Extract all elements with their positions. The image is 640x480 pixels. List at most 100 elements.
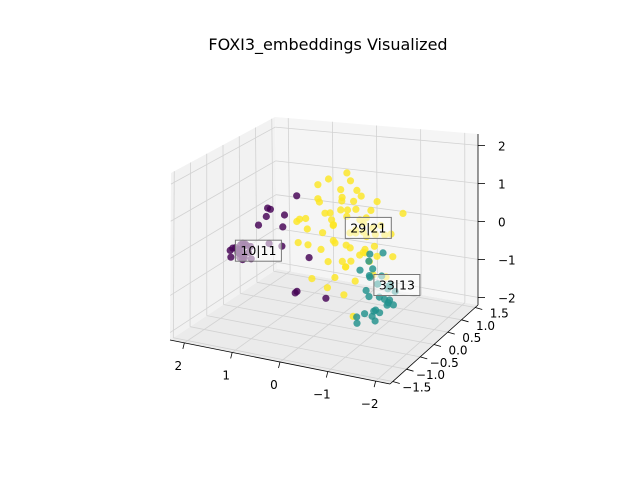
point-cluster-1 [365, 257, 373, 265]
grid-y [238, 136, 241, 294]
y-tick-label: −1.5 [402, 381, 431, 395]
point-cluster-2 [373, 252, 381, 260]
point-cluster-2 [340, 291, 348, 299]
x-tick [373, 381, 377, 388]
point-cluster-2 [343, 206, 352, 214]
point-cluster-2 [370, 242, 378, 250]
point-cluster-1 [379, 249, 387, 257]
y-tick [420, 356, 428, 360]
grid-y [223, 304, 435, 345]
point-cluster-2 [308, 275, 316, 283]
point-cluster-2 [346, 244, 354, 252]
x-tick-label: 1 [222, 368, 230, 382]
point-cluster-1 [386, 296, 394, 304]
point-cluster-0 [279, 223, 287, 231]
grid-z [170, 228, 277, 296]
point-cluster-2 [399, 209, 407, 217]
point-cluster-2 [337, 206, 345, 214]
point-cluster-2 [347, 257, 355, 265]
annotation-label: 10|11 [240, 243, 276, 258]
point-cluster-2 [351, 277, 359, 285]
grid-z [275, 194, 479, 222]
point-cluster-1 [353, 313, 361, 321]
grid-y [256, 281, 462, 321]
annotation: 33|13 [373, 274, 421, 296]
y-tick-label: 0.5 [462, 331, 481, 345]
y-tick [406, 368, 414, 372]
annotation-box [234, 239, 282, 262]
point-cluster-2 [324, 258, 332, 266]
annotation: 29|21 [344, 216, 392, 239]
grid-z [275, 160, 479, 184]
point-cluster-2 [294, 239, 302, 247]
grid-y [173, 337, 393, 382]
point-cluster-1 [372, 306, 380, 314]
point-cluster-2 [303, 225, 311, 233]
axis-lines [169, 134, 485, 388]
chart-title: FOXI3_embeddings Visualized [208, 35, 447, 55]
annotations: 10|11 29|21 33|13 [234, 216, 421, 296]
point-cluster-2 [338, 257, 346, 265]
point-cluster-2 [326, 209, 334, 217]
x-tick [182, 342, 185, 349]
point-cluster-2 [343, 169, 351, 177]
point-cluster-2 [324, 175, 333, 183]
grid-y [240, 293, 448, 333]
point-cluster-0 [293, 192, 301, 200]
point-cluster-2 [319, 229, 327, 237]
point-cluster-0 [226, 246, 234, 254]
annotation: 10|11 [234, 239, 282, 262]
y-tick-label: 1.5 [490, 306, 509, 320]
grid-z [275, 126, 479, 146]
grid-y [172, 171, 175, 338]
annotation-label: 33|13 [379, 278, 415, 293]
z-tick-label: 2 [498, 139, 506, 153]
point-cluster-2 [357, 192, 365, 200]
grid-x [287, 118, 291, 272]
grid-x [376, 125, 378, 288]
x-tick-label: 2 [175, 359, 183, 373]
y-tick [433, 344, 442, 347]
y-tick [447, 331, 455, 335]
z-tick-label: −2 [498, 291, 516, 305]
y-tick-label: −0.5 [430, 356, 459, 370]
point-cluster-1 [365, 293, 373, 301]
point-cluster-2 [389, 253, 397, 261]
point-cluster-2 [342, 263, 350, 271]
grid-lines [169, 118, 479, 382]
point-cluster-2 [302, 214, 310, 223]
point-cluster-2 [323, 284, 331, 292]
grid-z [276, 228, 479, 260]
z-tick-label: 0 [498, 215, 506, 229]
point-cluster-1 [365, 272, 373, 280]
x-tick [278, 361, 281, 369]
point-cluster-2 [321, 209, 329, 217]
annotation-label: 29|21 [350, 220, 386, 235]
point-cluster-0 [262, 212, 270, 221]
grid-z [170, 126, 276, 185]
point-cluster-2 [373, 198, 381, 206]
x-tick-label: −2 [361, 397, 379, 411]
point-cluster-2 [296, 215, 304, 223]
y-tick [461, 319, 469, 323]
y-tick-label: 0.0 [448, 344, 467, 358]
point-cluster-0 [305, 254, 313, 262]
point-cluster-2 [331, 239, 339, 247]
annotation-box [373, 274, 421, 296]
point-cluster-2 [338, 197, 346, 205]
z-tick-label: 1 [498, 177, 506, 191]
grid-z [170, 194, 277, 259]
y-tick [475, 307, 483, 310]
point-cluster-0 [291, 289, 299, 297]
point-cluster-0 [280, 211, 289, 219]
y-tick [392, 381, 400, 384]
point-cluster-2 [350, 197, 358, 205]
point-cluster-2 [346, 177, 355, 185]
y-tick-label: 1.0 [476, 319, 495, 333]
point-cluster-0 [254, 221, 263, 229]
point-cluster-1 [356, 266, 364, 274]
grid-x [420, 129, 422, 295]
point-cluster-2 [353, 186, 361, 194]
